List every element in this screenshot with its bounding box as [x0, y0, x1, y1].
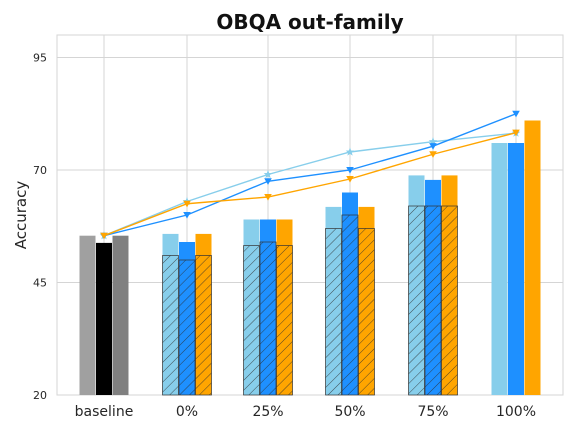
line-marker: [346, 167, 354, 174]
line-marker: [429, 143, 437, 150]
line-marker: [100, 232, 108, 240]
line-marker: [345, 147, 355, 156]
x-tick-label: 50%: [334, 404, 365, 420]
axes: 20 45 70 95 baseline 0% 25% 50% 75% 100%: [33, 52, 536, 421]
bar: [79, 235, 96, 395]
bar-hatch-pattern: [162, 255, 179, 395]
x-tick-label: 100%: [496, 404, 536, 420]
bar-hatch-pattern: [195, 255, 212, 395]
line-marker: [429, 151, 437, 158]
y-tick-label: 20: [33, 389, 47, 402]
bar-hatch-pattern: [260, 242, 276, 395]
bar: [96, 242, 112, 395]
bar: [524, 120, 541, 395]
chart-title: OBQA out-family: [216, 10, 403, 34]
x-tick-label: baseline: [75, 404, 134, 420]
line-marker: [263, 170, 273, 179]
line-marker: [183, 200, 191, 208]
x-tick-label: 25%: [252, 404, 283, 420]
line-marker: [512, 129, 520, 137]
bar-hatch-pattern: [441, 206, 458, 395]
y-axis-label: Accuracy: [12, 181, 30, 250]
bar-hatch-pattern: [276, 245, 293, 395]
bar-hatch-pattern: [243, 245, 260, 395]
y-tick-label: 95: [33, 52, 47, 65]
x-tick-label: 75%: [417, 404, 448, 420]
line-marker: [512, 110, 520, 118]
bar-hatch-pattern: [325, 228, 342, 395]
lines: [99, 110, 521, 240]
series-line: [103, 131, 517, 237]
bar-hatch-pattern: [425, 206, 441, 395]
series-line: [103, 113, 517, 237]
plot-area: [56, 34, 564, 396]
line-marker: [264, 194, 272, 201]
bar: [491, 143, 508, 395]
x-tick-label: 0%: [176, 404, 198, 420]
bar: [508, 143, 524, 395]
y-tick-label: 45: [33, 277, 47, 290]
y-tick-label: 70: [33, 164, 47, 177]
line-marker: [346, 176, 354, 183]
line-marker: [264, 178, 272, 185]
bar-hatch-pattern: [358, 228, 375, 395]
line-marker: [428, 137, 438, 146]
bar-hatch-pattern: [408, 206, 425, 395]
bar-hatch-pattern: [179, 260, 195, 395]
line-marker: [183, 212, 191, 219]
bar: [112, 235, 129, 395]
bars: [79, 120, 541, 396]
bar-hatch-pattern: [342, 215, 358, 395]
